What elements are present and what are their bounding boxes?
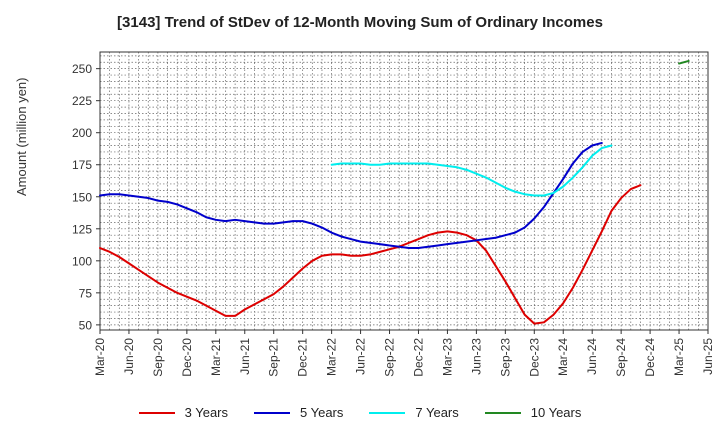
x-tick-label: Sep-21 (267, 338, 281, 377)
series-line-5-years (99, 141, 603, 250)
y-tick-label: 75 (79, 286, 93, 300)
y-tick-labels: 50 75 100 125 150 175 200 225 250 (72, 62, 100, 332)
chart-title: [3143] Trend of StDev of 12-Month Moving… (117, 14, 603, 31)
grid-layer (99, 52, 709, 330)
x-tick-label: Jun-22 (354, 338, 368, 375)
x-tick-label: Dec-20 (180, 338, 194, 377)
y-tick-label: 200 (72, 126, 92, 140)
y-tick-label: 50 (79, 318, 93, 332)
x-tick-label: Sep-20 (151, 338, 165, 377)
x-tick-labels: Mar-20 Jun-20 Sep-20 Dec-20 Mar-21 Jun-21 Sep-… (93, 330, 715, 377)
x-tick-label: Dec-21 (296, 338, 310, 377)
y-tick-label: 225 (72, 94, 92, 108)
x-tick-label: Dec-23 (527, 338, 541, 377)
x-tick-label: Mar-23 (440, 338, 454, 376)
legend-swatch (254, 411, 290, 414)
legend-swatch (369, 411, 406, 414)
x-tick-label: Mar-22 (325, 338, 339, 376)
series-line-10-years (678, 59, 690, 65)
legend-label: 10 Years (530, 405, 582, 420)
y-tick-label: 175 (72, 158, 92, 172)
x-tick-label: Dec-22 (411, 338, 425, 377)
x-tick-label: Mar-21 (209, 338, 223, 376)
legend-item-7-years: 7 Years (369, 405, 459, 420)
x-tick-label: Sep-22 (383, 338, 397, 377)
x-tick-label: Jun-21 (238, 338, 252, 375)
x-tick-label: Dec-24 (643, 338, 657, 377)
legend-item-10-years: 10 Years (484, 405, 582, 420)
legend-swatch (484, 411, 521, 414)
y-tick-label: 250 (72, 62, 92, 76)
legend-item-5-years: 5 Years (254, 405, 343, 420)
x-tick-label: Jun-25 (701, 338, 715, 375)
series-line-7-years (330, 144, 613, 197)
x-tick-label: Mar-25 (672, 338, 686, 376)
legend: 3 Years 5 Years 7 Years 10 Years (0, 405, 720, 420)
y-tick-label: 150 (72, 190, 92, 204)
x-tick-label: Jun-24 (585, 338, 599, 375)
y-tick-label: 100 (72, 254, 92, 268)
x-tick-label: Sep-24 (614, 338, 628, 377)
x-tick-label: Mar-20 (93, 338, 107, 376)
y-tick-label: 125 (72, 222, 92, 236)
x-tick-label: Sep-23 (498, 338, 512, 377)
legend-swatch (138, 411, 175, 414)
legend-label: 5 Years (300, 405, 344, 420)
legend-label: 3 Years (184, 405, 228, 420)
legend-item-3-years: 3 Years (138, 405, 228, 420)
legend-label: 7 Years (415, 405, 459, 420)
plot-frame (99, 51, 709, 331)
x-tick-label: Jun-20 (122, 338, 136, 375)
x-tick-label: Mar-24 (556, 338, 570, 376)
series-line-3-years (99, 184, 642, 325)
x-tick-label: Jun-23 (469, 338, 483, 375)
frame-layer (99, 51, 709, 331)
series-layer (99, 59, 690, 325)
